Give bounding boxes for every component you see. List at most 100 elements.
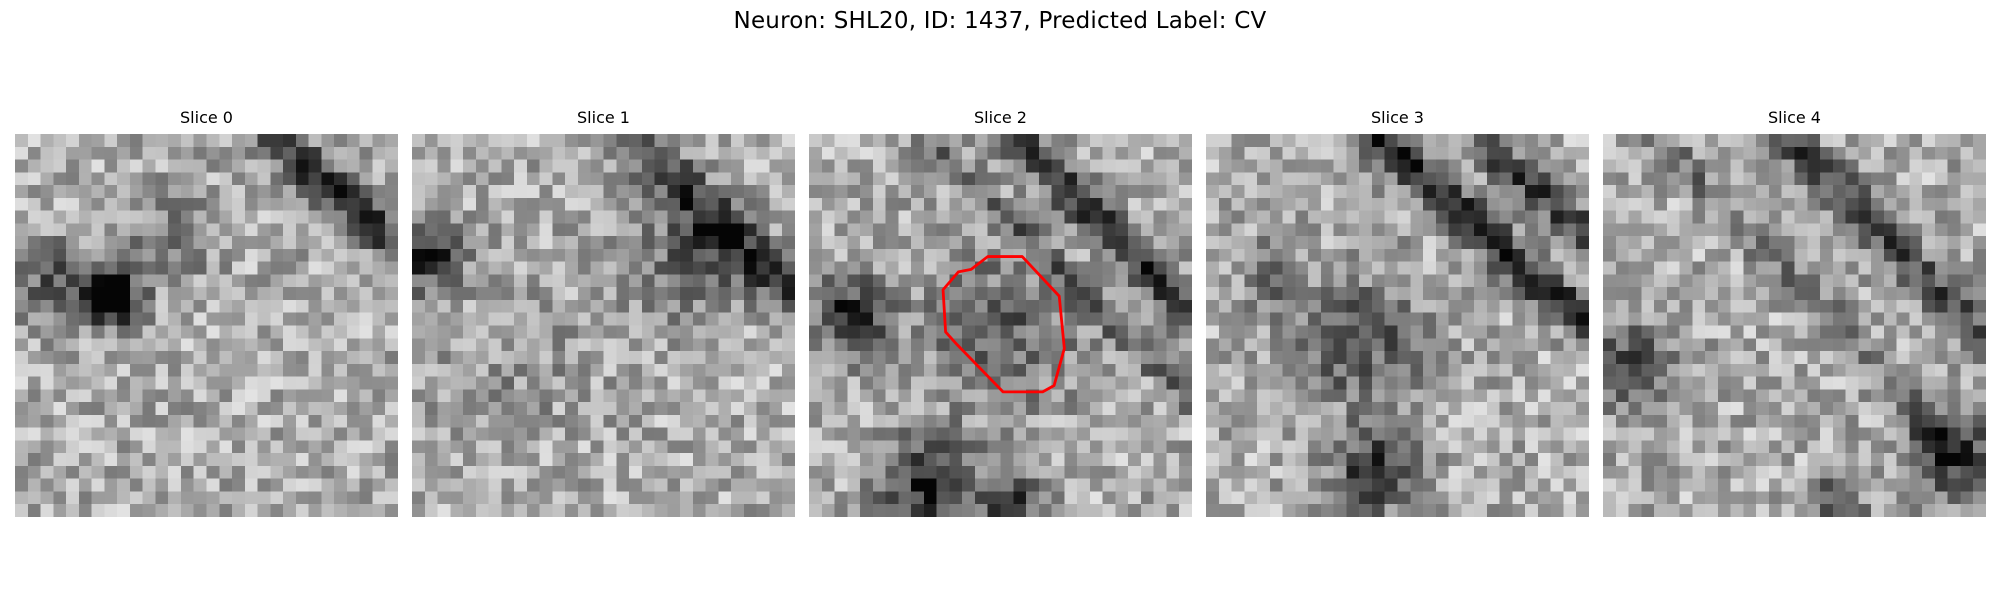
image-pixel: [475, 338, 489, 352]
image-pixel: [731, 274, 745, 288]
image-pixel: [641, 453, 655, 467]
image-pixel: [1346, 248, 1360, 262]
image-pixel: [1128, 363, 1142, 377]
image-pixel: [27, 478, 41, 492]
image-pixel: [244, 427, 258, 441]
image-pixel: [743, 210, 757, 224]
image-pixel: [705, 389, 719, 403]
image-pixel: [180, 312, 194, 326]
image-pixel: [1947, 146, 1961, 160]
image-pixel: [923, 427, 937, 441]
image-pixel: [1794, 146, 1808, 160]
image-pixel: [1807, 185, 1821, 199]
image-pixel: [168, 146, 182, 160]
image-pixel: [1499, 287, 1513, 301]
image-pixel: [1717, 325, 1731, 339]
image-pixel: [667, 402, 681, 416]
image-pixel: [1013, 351, 1027, 365]
image-pixel: [129, 197, 143, 211]
image-pixel: [1102, 363, 1116, 377]
image-pixel: [1077, 453, 1091, 467]
image-pixel: [40, 414, 54, 428]
image-pixel: [1089, 465, 1103, 479]
image-pixel: [1435, 274, 1449, 288]
image-pixel: [346, 427, 360, 441]
image-pixel: [1896, 236, 1910, 250]
image-pixel: [1448, 236, 1462, 250]
image-pixel: [463, 134, 477, 148]
image-pixel: [1922, 363, 1936, 377]
image-pixel: [641, 185, 655, 199]
image-pixel: [1960, 376, 1974, 390]
image-pixel: [1832, 453, 1846, 467]
image-pixel: [923, 197, 937, 211]
image-pixel: [66, 312, 80, 326]
image-pixel: [129, 440, 143, 454]
image-pixel: [219, 223, 233, 237]
image-pixel: [1333, 402, 1347, 416]
image-pixel: [1397, 440, 1411, 454]
image-pixel: [987, 351, 1001, 365]
image-pixel: [168, 325, 182, 339]
image-pixel: [295, 427, 309, 441]
image-pixel: [1973, 236, 1986, 250]
image-pixel: [1102, 351, 1116, 365]
image-pixel: [692, 414, 706, 428]
image-pixel: [385, 491, 398, 505]
image-pixel: [270, 274, 284, 288]
image-pixel: [1115, 325, 1129, 339]
image-pixel: [1231, 312, 1245, 326]
image-pixel: [769, 134, 783, 148]
image-pixel: [1423, 389, 1437, 403]
image-pixel: [1947, 223, 1961, 237]
image-pixel: [1692, 351, 1706, 365]
image-pixel: [1807, 465, 1821, 479]
image-pixel: [1820, 274, 1834, 288]
image-pixel: [1820, 325, 1834, 339]
image-pixel: [488, 172, 502, 186]
image-pixel: [1550, 134, 1564, 148]
image-pixel: [1320, 172, 1334, 186]
image-pixel: [743, 478, 757, 492]
image-pixel: [1654, 248, 1668, 262]
image-pixel: [78, 134, 92, 148]
image-pixel: [949, 172, 963, 186]
image-pixel: [936, 376, 950, 390]
image-pixel: [283, 146, 297, 160]
image-pixel: [1781, 185, 1795, 199]
image-pixel: [1013, 261, 1027, 275]
image-pixel: [1486, 402, 1500, 416]
image-pixel: [1038, 210, 1052, 224]
image-pixel: [1269, 504, 1283, 517]
image-pixel: [40, 197, 54, 211]
image-pixel: [206, 440, 220, 454]
image-pixel: [885, 414, 899, 428]
image-pixel: [27, 465, 41, 479]
image-pixel: [1883, 363, 1897, 377]
image-pixel: [705, 478, 719, 492]
image-pixel: [1206, 299, 1220, 313]
image-pixel: [219, 325, 233, 339]
image-pixel: [1244, 287, 1258, 301]
image-pixel: [1359, 414, 1373, 428]
image-pixel: [1947, 299, 1961, 313]
image-pixel: [27, 134, 41, 148]
image-pixel: [1333, 236, 1347, 250]
image-pixel: [1922, 134, 1936, 148]
image-pixel: [104, 325, 118, 339]
image-pixel: [1282, 376, 1296, 390]
image-pixel: [257, 453, 271, 467]
image-pixel: [1628, 325, 1642, 339]
image-pixel: [782, 338, 795, 352]
image-pixel: [1013, 287, 1027, 301]
image-pixel: [1922, 389, 1936, 403]
image-pixel: [283, 427, 297, 441]
image-pixel: [244, 236, 258, 250]
image-pixel: [1679, 504, 1693, 517]
image-pixel: [475, 389, 489, 403]
image-pixel: [923, 223, 937, 237]
image-pixel: [1359, 363, 1373, 377]
image-pixel: [257, 440, 271, 454]
image-pixel: [1089, 478, 1103, 492]
image-pixel: [705, 261, 719, 275]
